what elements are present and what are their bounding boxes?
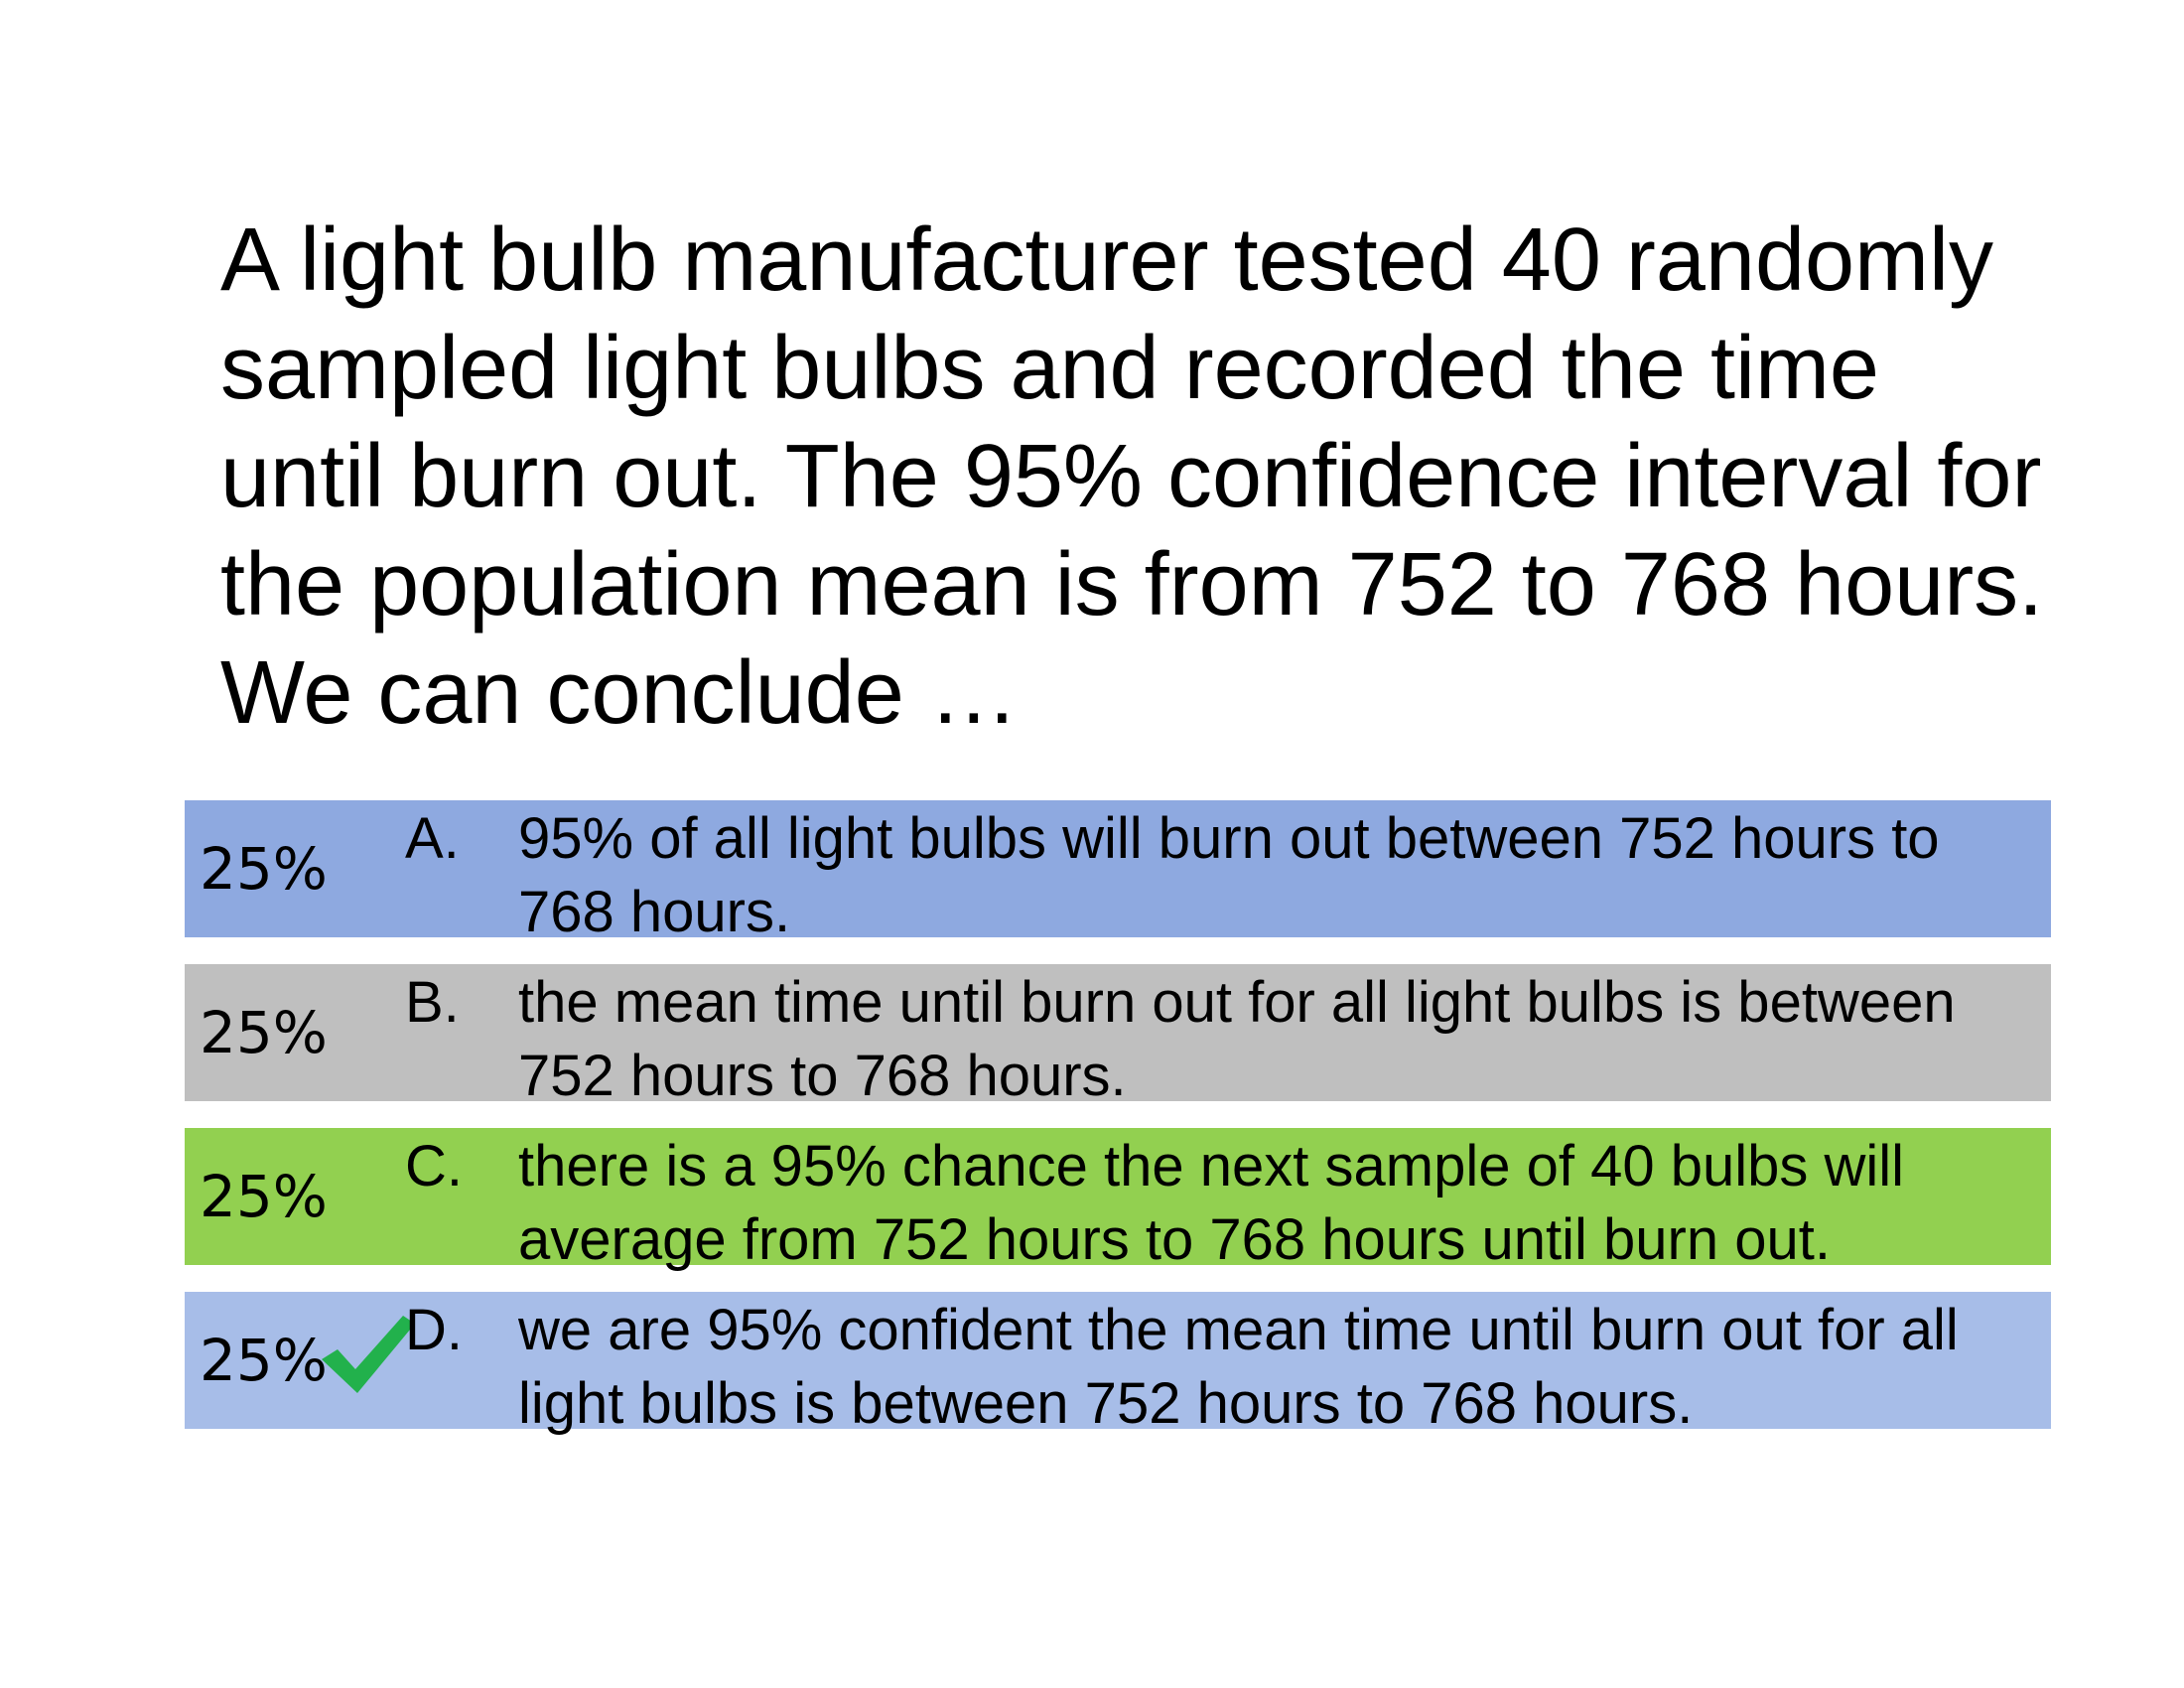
choice-c-text: there is a 95% chance the next sample of…	[518, 1134, 1905, 1272]
choice-b-letter: B.	[405, 970, 460, 1035]
choice-a-letter: A.	[405, 806, 460, 871]
choice-c-letter: C.	[405, 1134, 463, 1198]
choice-c-percent: 25%	[200, 1163, 328, 1230]
choice-a-text: 95% of all light bulbs will burn out bet…	[518, 806, 1940, 944]
question-text: A light bulb manufacturer tested 40 rand…	[220, 211, 2044, 743]
choice-d-letter: D.	[405, 1298, 463, 1362]
choice-b-percent: 25%	[200, 999, 328, 1066]
choice-a-percent: 25%	[200, 835, 328, 903]
choice-c[interactable]: 25% C. there is a 95% chance the next sa…	[185, 1128, 2051, 1272]
choice-b[interactable]: 25% B. the mean time until burn out for …	[185, 964, 2051, 1108]
choice-d[interactable]: 25% D. we are 95% confident the mean tim…	[185, 1292, 2051, 1436]
choice-a[interactable]: 25% A. 95% of all light bulbs will burn …	[185, 800, 2051, 944]
checkmark-shape	[322, 1316, 415, 1393]
choice-d-percent: 25%	[200, 1327, 328, 1394]
choice-b-text: the mean time until burn out for all lig…	[518, 970, 1956, 1108]
checkmark-icon	[322, 1316, 415, 1393]
answer-choices: 25% A. 95% of all light bulbs will burn …	[185, 800, 2051, 1456]
choice-d-text: we are 95% confident the mean time until…	[518, 1298, 1959, 1436]
